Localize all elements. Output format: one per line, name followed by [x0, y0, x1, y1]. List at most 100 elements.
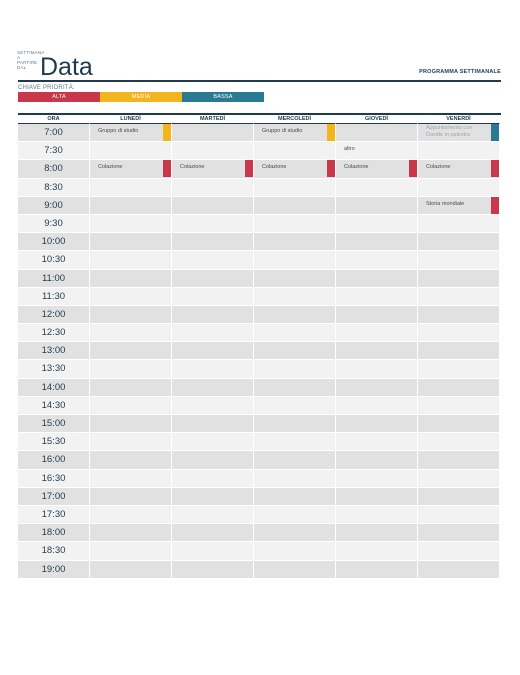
schedule-cell[interactable]: [172, 360, 254, 379]
schedule-cell[interactable]: [336, 214, 418, 234]
schedule-cell[interactable]: Colazione: [336, 160, 418, 179]
schedule-cell[interactable]: [418, 178, 500, 197]
schedule-cell[interactable]: [172, 396, 254, 415]
schedule-cell[interactable]: [90, 178, 172, 197]
schedule-cell[interactable]: [90, 433, 172, 452]
schedule-cell[interactable]: [90, 396, 172, 415]
schedule-cell[interactable]: [418, 269, 500, 288]
schedule-cell[interactable]: [90, 469, 172, 488]
schedule-cell[interactable]: [254, 142, 336, 161]
schedule-cell[interactable]: [172, 233, 254, 252]
schedule-cell[interactable]: [254, 451, 336, 470]
schedule-cell[interactable]: [418, 378, 500, 397]
schedule-cell[interactable]: [90, 305, 172, 325]
schedule-cell[interactable]: Appuntamento con Davide in palestra: [418, 124, 500, 143]
schedule-cell[interactable]: [172, 524, 254, 543]
schedule-cell[interactable]: [418, 396, 500, 415]
schedule-cell[interactable]: [172, 487, 254, 506]
schedule-cell[interactable]: [172, 433, 254, 452]
schedule-cell[interactable]: [172, 124, 254, 143]
schedule-cell[interactable]: [90, 415, 172, 434]
schedule-cell[interactable]: [336, 269, 418, 288]
schedule-cell[interactable]: [418, 469, 500, 488]
schedule-cell[interactable]: [336, 396, 418, 415]
schedule-cell[interactable]: [90, 196, 172, 215]
schedule-cell[interactable]: [336, 124, 418, 143]
schedule-cell[interactable]: [418, 542, 500, 561]
schedule-cell[interactable]: [172, 542, 254, 561]
schedule-cell[interactable]: [172, 451, 254, 470]
schedule-cell[interactable]: [254, 360, 336, 379]
schedule-cell[interactable]: [254, 433, 336, 452]
schedule-cell[interactable]: [336, 487, 418, 506]
schedule-cell[interactable]: [418, 142, 500, 161]
schedule-cell[interactable]: [336, 433, 418, 452]
schedule-cell[interactable]: Colazione: [254, 160, 336, 179]
schedule-cell[interactable]: [254, 469, 336, 488]
schedule-cell[interactable]: [418, 233, 500, 252]
schedule-cell[interactable]: [418, 305, 500, 325]
schedule-cell[interactable]: [90, 251, 172, 270]
schedule-cell[interactable]: [172, 505, 254, 525]
schedule-cell[interactable]: [336, 505, 418, 525]
schedule-cell[interactable]: [418, 251, 500, 270]
schedule-cell[interactable]: [172, 178, 254, 197]
schedule-cell[interactable]: [90, 214, 172, 234]
schedule-cell[interactable]: [418, 560, 500, 579]
schedule-cell[interactable]: [172, 269, 254, 288]
schedule-cell[interactable]: [254, 269, 336, 288]
schedule-cell[interactable]: [90, 287, 172, 306]
schedule-cell[interactable]: [172, 378, 254, 397]
schedule-cell[interactable]: [172, 305, 254, 325]
schedule-cell[interactable]: [90, 560, 172, 579]
schedule-cell[interactable]: [418, 415, 500, 434]
schedule-cell[interactable]: [172, 415, 254, 434]
schedule-cell[interactable]: [336, 360, 418, 379]
schedule-cell[interactable]: [90, 451, 172, 470]
schedule-cell[interactable]: [172, 324, 254, 343]
schedule-cell[interactable]: [418, 360, 500, 379]
schedule-cell[interactable]: [172, 214, 254, 234]
schedule-cell[interactable]: [418, 287, 500, 306]
schedule-cell[interactable]: [254, 342, 336, 361]
schedule-cell[interactable]: [418, 451, 500, 470]
schedule-cell[interactable]: [172, 196, 254, 215]
schedule-cell[interactable]: [336, 451, 418, 470]
schedule-cell[interactable]: [90, 524, 172, 543]
schedule-cell[interactable]: [254, 287, 336, 306]
schedule-cell[interactable]: [418, 324, 500, 343]
schedule-cell[interactable]: [336, 415, 418, 434]
schedule-cell[interactable]: [90, 269, 172, 288]
schedule-cell[interactable]: Colazione: [418, 160, 500, 179]
schedule-cell[interactable]: [336, 342, 418, 361]
schedule-cell[interactable]: [336, 378, 418, 397]
schedule-cell[interactable]: [336, 542, 418, 561]
schedule-cell[interactable]: [172, 287, 254, 306]
schedule-cell[interactable]: [90, 142, 172, 161]
schedule-cell[interactable]: [336, 469, 418, 488]
schedule-cell[interactable]: [172, 469, 254, 488]
schedule-cell[interactable]: [418, 214, 500, 234]
schedule-cell[interactable]: [336, 560, 418, 579]
schedule-cell[interactable]: Colazione: [172, 160, 254, 179]
schedule-cell[interactable]: [90, 360, 172, 379]
schedule-cell[interactable]: Colazione: [90, 160, 172, 179]
schedule-cell[interactable]: [90, 505, 172, 525]
schedule-cell[interactable]: [336, 324, 418, 343]
schedule-cell[interactable]: [172, 142, 254, 161]
schedule-cell[interactable]: [90, 342, 172, 361]
schedule-cell[interactable]: [418, 505, 500, 525]
schedule-cell[interactable]: [418, 342, 500, 361]
schedule-cell[interactable]: Gruppo di studio: [90, 124, 172, 143]
schedule-cell[interactable]: [336, 251, 418, 270]
schedule-cell[interactable]: [254, 233, 336, 252]
schedule-cell[interactable]: [254, 178, 336, 197]
schedule-cell[interactable]: Storia mondiale: [418, 196, 500, 215]
schedule-cell[interactable]: [418, 487, 500, 506]
schedule-cell[interactable]: [336, 287, 418, 306]
schedule-cell[interactable]: [172, 560, 254, 579]
schedule-cell[interactable]: [336, 178, 418, 197]
schedule-cell[interactable]: [336, 233, 418, 252]
schedule-cell[interactable]: [254, 214, 336, 234]
schedule-cell[interactable]: [90, 233, 172, 252]
